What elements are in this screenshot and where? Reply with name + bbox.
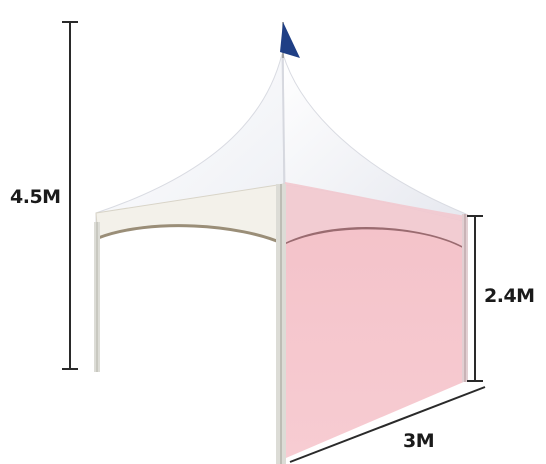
canopy-ridge [282, 53, 285, 186]
wall-height-label: 2.4M [484, 285, 535, 307]
width-label: 3M [403, 430, 435, 452]
flag-icon [280, 22, 300, 58]
wall-height-dimension [467, 215, 483, 382]
width-dimension [289, 386, 486, 463]
side-wall-panel [286, 229, 466, 458]
total-height-dimension [62, 21, 78, 370]
valance-left-edge [97, 224, 285, 246]
total-height-label: 4.5M [10, 186, 61, 208]
frame-poles [94, 184, 468, 464]
